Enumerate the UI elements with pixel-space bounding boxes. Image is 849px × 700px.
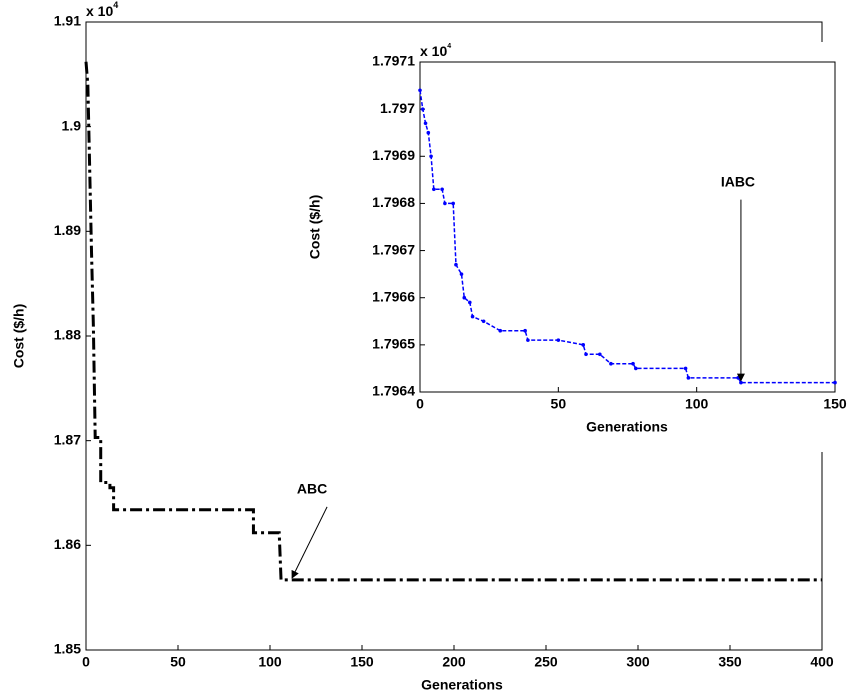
data-point xyxy=(418,88,422,93)
y-tick-label: 1.797 xyxy=(380,100,415,116)
data-point xyxy=(526,338,530,342)
annotation-label: IABC xyxy=(721,173,755,189)
x-tick-label: 50 xyxy=(551,396,567,412)
y-axis-label: Cost ($/h) xyxy=(11,304,27,369)
y-scale-label: x 104 xyxy=(420,43,451,59)
data-line xyxy=(84,61,822,582)
x-tick-label: 150 xyxy=(823,396,847,412)
x-tick-label: 150 xyxy=(350,654,374,670)
y-tick-label: 1.7965 xyxy=(372,336,415,352)
data-point xyxy=(631,361,635,366)
x-tick-label: 400 xyxy=(810,654,834,670)
x-axis-label: Generations xyxy=(421,677,503,693)
y-tick-label: 1.89 xyxy=(54,222,81,238)
y-tick-label: 1.87 xyxy=(54,431,81,447)
y-tick-label: 1.7967 xyxy=(372,241,415,257)
x-tick-label: 200 xyxy=(442,654,466,670)
data-point xyxy=(440,187,444,192)
data-point xyxy=(686,376,691,380)
y-tick-label: 1.88 xyxy=(54,327,81,343)
x-tick-label: 300 xyxy=(626,654,650,670)
data-point xyxy=(481,319,486,324)
data-point xyxy=(432,187,436,192)
data-point xyxy=(833,380,837,385)
x-tick-label: 0 xyxy=(82,654,90,670)
data-point xyxy=(598,352,602,357)
y-tick-label: 1.7968 xyxy=(372,194,415,210)
x-tick-label: 0 xyxy=(416,396,424,412)
data-point xyxy=(609,361,613,366)
x-axis-label: Generations xyxy=(586,419,668,435)
data-point xyxy=(443,201,447,206)
data-point xyxy=(736,376,740,380)
data-point xyxy=(556,338,561,342)
x-tick-label: 100 xyxy=(258,654,282,670)
y-tick-label: 1.86 xyxy=(54,536,81,552)
data-point xyxy=(462,295,467,300)
x-tick-label: 350 xyxy=(718,654,742,670)
data-point xyxy=(423,121,428,126)
data-point xyxy=(683,366,688,371)
data-point xyxy=(459,272,464,276)
data-point xyxy=(454,262,458,267)
y-scale-base: x 10 xyxy=(420,43,447,59)
data-point xyxy=(420,107,425,111)
x-tick-label: 50 xyxy=(170,654,186,670)
y-tick-label: 1.85 xyxy=(54,641,81,657)
y-tick-label: 1.91 xyxy=(54,13,81,29)
data-point xyxy=(426,130,431,135)
data-point xyxy=(581,343,586,347)
data-point xyxy=(739,380,743,385)
y-scale-exponent: 4 xyxy=(447,43,451,50)
y-tick-label: 1.7969 xyxy=(372,147,415,163)
y-tick-label: 1.7964 xyxy=(372,383,415,399)
data-point xyxy=(634,366,638,371)
x-tick-label: 250 xyxy=(534,654,558,670)
inset-background xyxy=(345,42,845,452)
annotation-arrow xyxy=(291,506,328,579)
data-point xyxy=(468,300,472,305)
x-tick-label: 100 xyxy=(685,396,709,412)
y-scale-label: x 104 xyxy=(86,0,118,18)
y-tick-label: 1.7966 xyxy=(372,288,415,304)
y-tick-label: 1.7971 xyxy=(372,53,415,69)
data-point xyxy=(451,201,456,206)
data-point xyxy=(429,154,433,159)
y-tick-label: 1.9 xyxy=(62,117,82,133)
plot-frame xyxy=(419,61,836,393)
y-scale-base: x 10 xyxy=(86,3,113,19)
data-point xyxy=(523,328,527,333)
data-line xyxy=(419,90,835,384)
y-axis-label: Cost ($/h) xyxy=(307,195,323,260)
data-point xyxy=(498,328,503,333)
data-point xyxy=(584,352,588,357)
data-point xyxy=(470,314,475,319)
y-scale-exponent: 4 xyxy=(113,0,118,10)
annotation-label: ABC xyxy=(297,481,327,497)
